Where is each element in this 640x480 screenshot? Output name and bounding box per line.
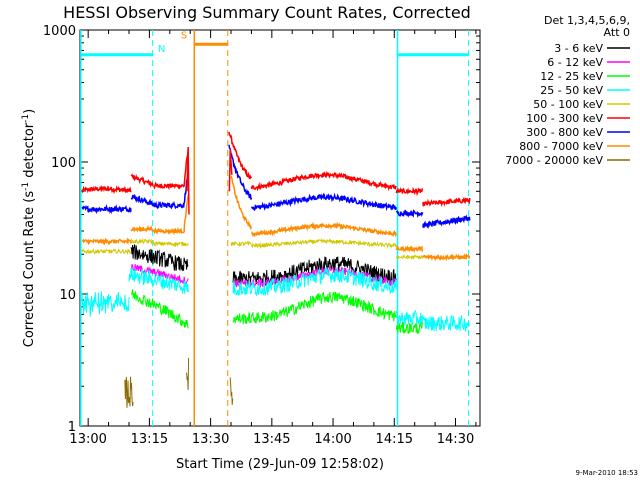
x-tick-label: 14:15	[376, 432, 413, 447]
series-line-red	[153, 149, 189, 191]
series-line-orange	[130, 224, 154, 233]
y-tick-label: 10	[59, 288, 76, 303]
series-line-orange	[395, 244, 424, 254]
x-axis-ticks: 13:00 13:15 13:30 13:45 14:00 14:15 14:30	[69, 30, 477, 447]
night-flag-label: N	[158, 44, 165, 55]
series-line-green	[232, 291, 397, 325]
series-line-cyan	[422, 314, 470, 332]
x-tick-label: 13:30	[192, 432, 229, 447]
chart-title: HESSI Observing Summary Count Rates, Cor…	[63, 3, 471, 22]
x-tick-label: 13:00	[69, 432, 106, 447]
plot-frame	[79, 29, 481, 427]
series-line-green	[395, 320, 424, 335]
series-line-red	[228, 131, 253, 180]
series-line-orange	[152, 195, 189, 236]
series-line-green	[130, 289, 189, 329]
series-line-red	[422, 196, 471, 208]
y-tick-label: 100	[51, 156, 76, 171]
legend-label: 25 - 50 keV	[540, 84, 603, 97]
series-line-olive	[229, 377, 234, 405]
x-tick-label: 14:00	[314, 432, 351, 447]
timestamp: 9-Mar-2010 18:53	[576, 469, 638, 477]
y-tick-label: 1000	[43, 24, 76, 39]
series-line-blue	[228, 144, 253, 200]
series-line-red	[81, 185, 132, 195]
series-line-yellow	[230, 240, 252, 248]
series-line-yellow	[250, 238, 397, 250]
series-line-blue	[130, 193, 155, 207]
series-line-black	[232, 256, 397, 287]
series-line-olive	[124, 376, 134, 408]
series-line-olive	[186, 357, 190, 390]
series-line-cyan	[232, 266, 397, 297]
legend-label: 12 - 25 keV	[540, 70, 603, 83]
x-tick-label: 13:15	[131, 432, 168, 447]
series-line-red-peak-2	[228, 149, 233, 192]
legend-label: 6 - 12 keV	[547, 56, 603, 69]
legend-header-2: Att 0	[604, 26, 630, 39]
x-axis-label: Start Time (29-Jun-09 12:58:02)	[176, 457, 384, 472]
series-line-cyan	[395, 309, 424, 327]
series-line-red-peak	[186, 146, 190, 215]
series-line-blue	[81, 203, 132, 215]
y-axis-ticks: 1 10 100 1000	[43, 24, 480, 435]
series-layer	[81, 131, 471, 408]
flag-markers: NS	[80, 30, 470, 426]
y-axis-label: Corrected Count Rate (s-1 detector-1)	[21, 109, 37, 347]
series-line-yellow	[153, 240, 189, 248]
legend-header-1: Det 1,3,4,5,6,9,	[544, 14, 630, 27]
series-line-yellow	[81, 247, 132, 255]
x-tick-label: 13:45	[253, 432, 290, 447]
series-line-orange	[251, 221, 398, 238]
series-line-red	[395, 186, 424, 197]
series-line-orange	[422, 253, 471, 262]
series-line-blue	[251, 192, 398, 212]
series-line-red	[250, 171, 397, 192]
legend-label: 3 - 6 keV	[554, 42, 603, 55]
series-line-yellow	[130, 237, 154, 245]
saa-flag-label: S	[181, 31, 187, 42]
legend-label: 100 - 300 keV	[526, 112, 603, 125]
series-line-blue	[395, 209, 424, 218]
series-line-blue	[422, 214, 471, 229]
legend-label: 800 - 7000 keV	[519, 140, 603, 153]
series-line-cyan	[128, 267, 189, 294]
legend-label: 300 - 800 keV	[526, 126, 603, 139]
series-line-orange	[81, 237, 132, 246]
x-tick-label: 14:30	[437, 432, 474, 447]
y-tick-label: 1	[68, 420, 76, 435]
series-line-red	[130, 173, 154, 188]
series-line-cyan	[81, 291, 130, 317]
legend-label: 7000 - 20000 keV	[505, 154, 603, 167]
series-line-black	[130, 244, 189, 272]
legend-label: 50 - 100 keV	[533, 98, 603, 111]
series-line-orange	[230, 175, 253, 231]
series-line-blue	[152, 174, 189, 210]
series-line-yellow	[395, 254, 424, 261]
